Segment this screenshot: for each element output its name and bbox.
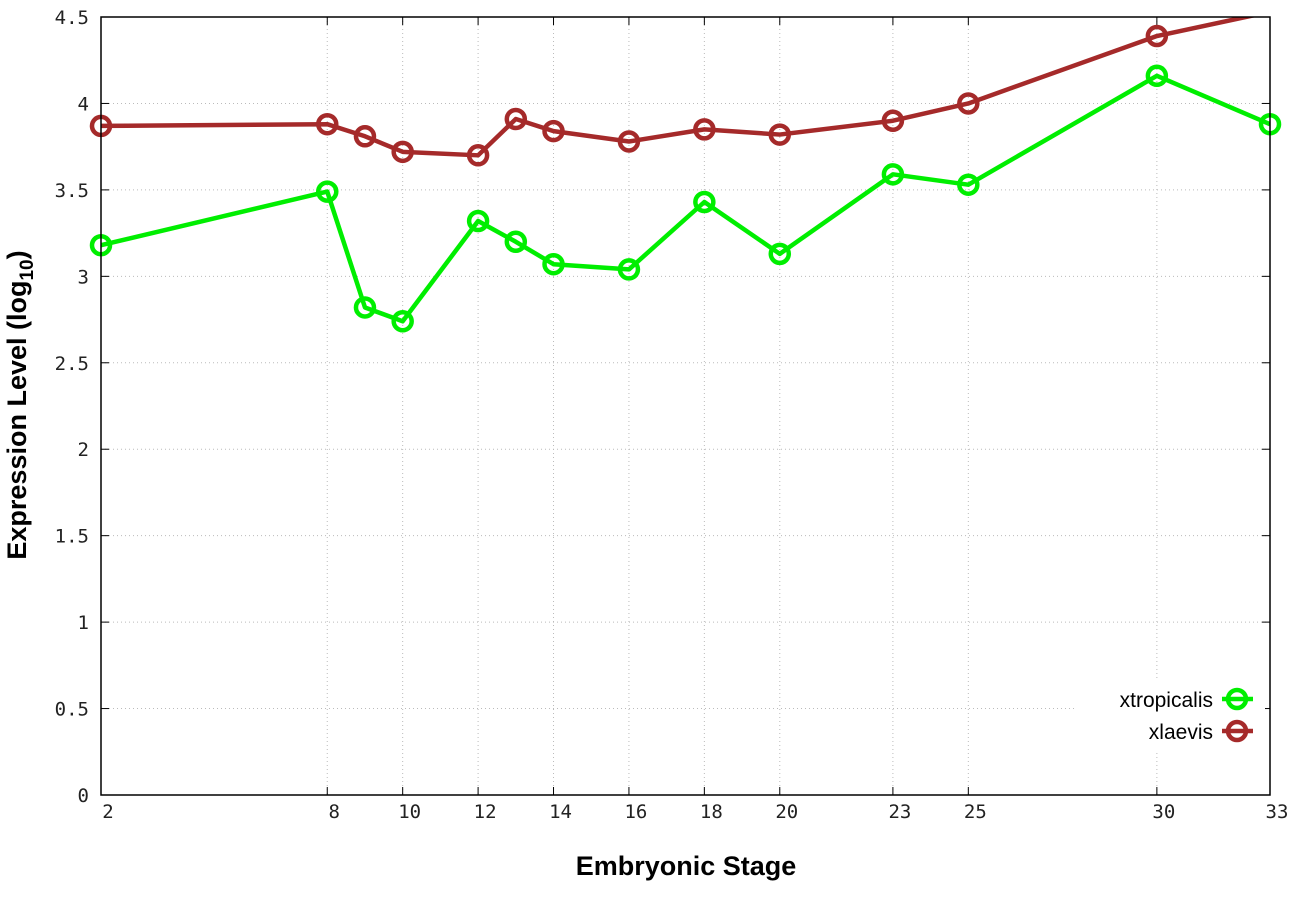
- x-tick-label: 30: [1152, 801, 1175, 823]
- xtropicalis-point: [316, 180, 339, 203]
- xtropicalis-point: [353, 296, 377, 319]
- xlaevis-point: [617, 130, 641, 153]
- xtropicalis-point: [542, 252, 565, 276]
- y-tick-label: 2.5: [55, 353, 89, 375]
- xlaevis-point: [768, 123, 792, 146]
- xtropicalis-point: [504, 230, 528, 254]
- x-tick-label: 8: [329, 801, 340, 823]
- x-tick-label: 33: [1266, 801, 1289, 823]
- xlaevis-point: [1145, 24, 1169, 48]
- series-lines: [101, 17, 1270, 324]
- legend-label-xtropicalis: xtropicalis: [1120, 689, 1213, 712]
- xlaevis-line: [101, 17, 1257, 158]
- x-tick-label: 20: [775, 801, 798, 823]
- series-markers: [89, 24, 1282, 333]
- x-tick-label: 25: [964, 801, 987, 823]
- x-tick-label: 2: [102, 801, 113, 823]
- xlaevis-point: [391, 140, 414, 164]
- xtropicalis-point: [1145, 64, 1169, 88]
- xtropicalis-point: [881, 163, 905, 186]
- legend-marker-xlaevis: [1225, 719, 1249, 743]
- y-tick-label: 0: [78, 785, 89, 807]
- grid: [101, 17, 1270, 795]
- x-tick-label: 18: [700, 801, 723, 823]
- xlaevis-point: [504, 107, 528, 131]
- x-tick-label: 16: [624, 801, 647, 823]
- xtropicalis-point: [617, 258, 641, 281]
- xlaevis-point: [957, 92, 980, 115]
- y-tick-label: 1: [78, 612, 89, 634]
- y-tick-label: 0.5: [55, 699, 89, 721]
- xtropicalis-point: [768, 242, 792, 266]
- legend-label-xlaevis: xlaevis: [1149, 721, 1213, 744]
- xlaevis-point: [353, 125, 377, 148]
- y-tick-label: 1.5: [55, 526, 89, 548]
- xlaevis-point: [693, 118, 716, 141]
- ticks: 2 8 10 12 14 16 18 20 23 25 30 33 0 0.5 1 1.5 2 2.5 3 3.5 4 4…: [55, 7, 1289, 823]
- legend: xtropicalis xlaevis: [1075, 680, 1265, 750]
- x-axis-label: Embryonic Stage: [576, 851, 797, 881]
- y-tick-label: 3: [78, 266, 89, 288]
- x-tick-label: 12: [474, 801, 497, 823]
- y-tick-label: 3.5: [55, 180, 89, 202]
- xlaevis-point: [542, 119, 565, 143]
- xlaevis-point: [466, 144, 490, 167]
- y-tick-label: 2: [78, 439, 89, 461]
- y-axis-label: Expression Level (log10): [2, 250, 38, 559]
- plot-border: [100, 16, 1271, 796]
- x-tick-label: 10: [398, 801, 421, 823]
- xlaevis-point: [316, 112, 339, 136]
- y-tick-label: 4: [78, 93, 89, 115]
- xtropicalis-point: [693, 190, 716, 214]
- xlaevis-point: [881, 109, 905, 132]
- xtropicalis-line: [101, 73, 1270, 324]
- xtropicalis-point: [391, 310, 414, 333]
- x-tick-label: 23: [888, 801, 911, 823]
- y-tick-label: 4.5: [55, 7, 89, 29]
- xtropicalis-point: [957, 173, 980, 196]
- xtropicalis-point: [466, 209, 490, 233]
- x-tick-label: 14: [549, 801, 572, 823]
- legend-marker-xtropicalis: [1225, 687, 1249, 711]
